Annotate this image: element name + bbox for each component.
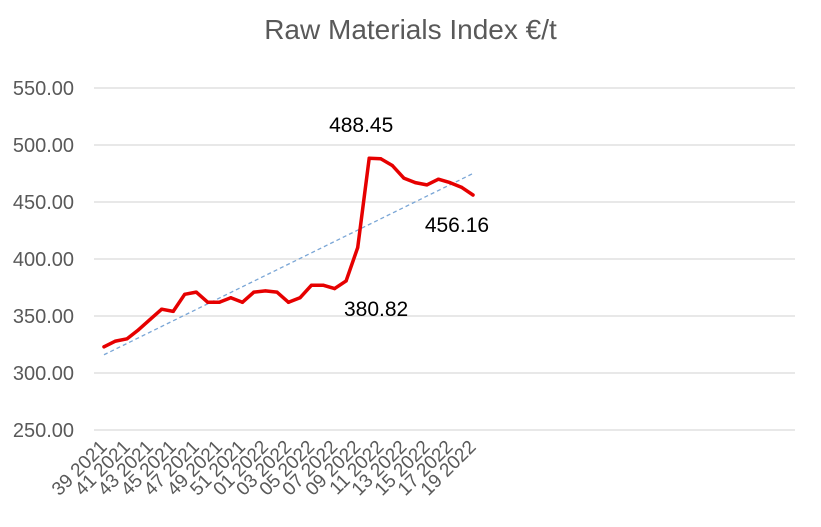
data-label: 488.45 bbox=[329, 114, 393, 137]
series-line bbox=[102, 156, 475, 349]
data-point bbox=[160, 307, 164, 311]
data-point bbox=[275, 290, 279, 294]
data-point bbox=[252, 290, 256, 294]
y-tick-label: 300.00 bbox=[13, 363, 74, 385]
data-point bbox=[183, 292, 187, 296]
data-point bbox=[333, 287, 337, 291]
data-point bbox=[148, 317, 152, 322]
y-tick-label: 400.00 bbox=[13, 249, 74, 271]
data-point bbox=[321, 283, 325, 287]
y-tick-label: 550.00 bbox=[13, 78, 74, 100]
data-point bbox=[125, 337, 129, 341]
y-tick-label: 500.00 bbox=[13, 135, 74, 157]
trendline bbox=[103, 172, 474, 356]
chart-title: Raw Materials Index €/t bbox=[264, 14, 557, 45]
data-label: 456.16 bbox=[425, 214, 489, 237]
y-tick-label: 250.00 bbox=[13, 420, 74, 442]
data-point bbox=[436, 177, 440, 181]
y-tick-label: 450.00 bbox=[13, 192, 74, 214]
data-point bbox=[425, 183, 429, 187]
data-point bbox=[309, 283, 314, 287]
data-point bbox=[171, 309, 175, 314]
data-point bbox=[390, 163, 394, 168]
data-point bbox=[367, 156, 371, 160]
data-point bbox=[344, 279, 348, 283]
data-point bbox=[402, 176, 406, 180]
data-point bbox=[102, 345, 106, 349]
data-point bbox=[298, 296, 302, 300]
data-label: 380.82 bbox=[344, 298, 408, 321]
data-point bbox=[379, 157, 383, 161]
data-point bbox=[206, 300, 210, 304]
data-point bbox=[459, 185, 464, 189]
data-point bbox=[471, 193, 475, 197]
y-tick-label: 350.00 bbox=[13, 306, 74, 328]
data-point bbox=[448, 181, 452, 185]
data-point bbox=[413, 181, 417, 185]
data-point bbox=[356, 246, 360, 250]
data-point bbox=[136, 328, 141, 332]
data-point bbox=[286, 300, 291, 304]
data-point bbox=[240, 300, 244, 304]
data-point bbox=[217, 300, 221, 304]
data-point bbox=[194, 290, 198, 294]
data-point bbox=[263, 289, 268, 293]
data-point bbox=[229, 296, 233, 300]
data-point bbox=[113, 339, 118, 343]
